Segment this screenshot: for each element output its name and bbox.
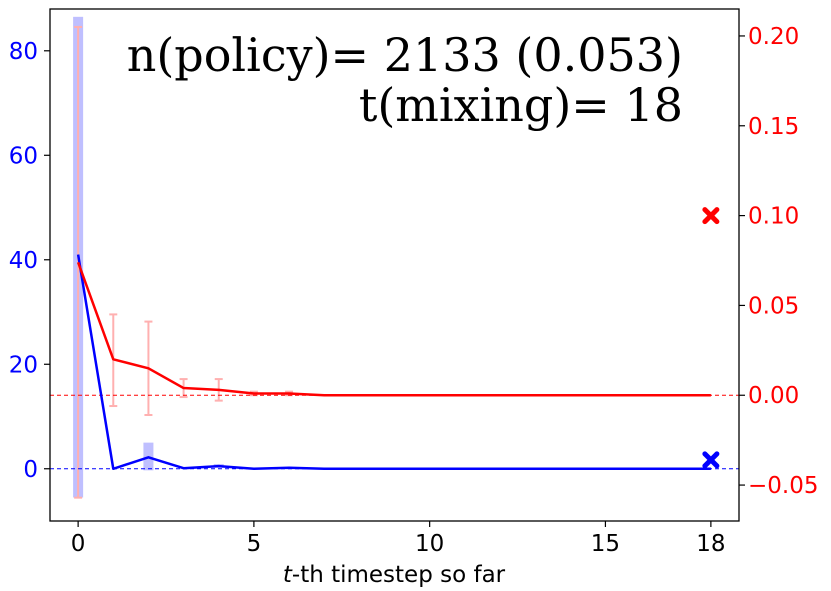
x-tick-label: 5 bbox=[247, 531, 262, 557]
x-tick-label: 10 bbox=[415, 531, 444, 557]
annotation-t-mixing: t(mixing)= 18 bbox=[359, 78, 683, 132]
right-y-tick-label: −0.05 bbox=[748, 473, 818, 499]
confidence-bars bbox=[73, 16, 224, 498]
right-y-tick-label: 0.20 bbox=[748, 24, 799, 50]
x-axis-label: t-th timestep so far bbox=[283, 562, 506, 588]
right-y-tick-label: 0.00 bbox=[748, 383, 799, 409]
red-series-line bbox=[76, 261, 711, 397]
x-axis-ticks: 0 5 10 15 18 bbox=[71, 521, 726, 557]
right-y-tick-label: 0.15 bbox=[748, 114, 799, 140]
blue-series-line bbox=[76, 254, 711, 471]
annotation-n-policy: n(policy)= 2133 (0.053) bbox=[127, 28, 683, 82]
right-axis-ticks: −0.05 0.00 0.05 0.10 0.15 0.20 bbox=[739, 24, 818, 499]
red-final-marker bbox=[702, 207, 720, 225]
blue-final-marker bbox=[702, 451, 720, 469]
right-y-tick-label: 0.05 bbox=[748, 293, 799, 319]
right-y-tick-label: 0.10 bbox=[748, 204, 799, 230]
plot-frame bbox=[49, 8, 740, 522]
x-tick-label: 0 bbox=[71, 531, 86, 557]
x-tick-label: 15 bbox=[591, 531, 620, 557]
left-y-tick-label: 80 bbox=[9, 39, 38, 65]
final-markers bbox=[702, 207, 720, 469]
left-y-tick-label: 40 bbox=[9, 248, 38, 274]
series-lines bbox=[76, 254, 711, 471]
left-y-tick-label: 0 bbox=[23, 457, 38, 483]
left-y-tick-label: 20 bbox=[9, 352, 38, 378]
left-axis-ticks: 0 20 40 60 80 bbox=[9, 39, 50, 483]
left-y-tick-label: 60 bbox=[9, 143, 38, 169]
x-tick-label: 18 bbox=[696, 531, 725, 557]
